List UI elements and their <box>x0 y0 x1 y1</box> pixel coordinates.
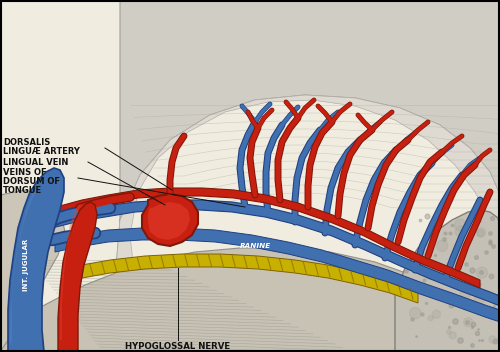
Polygon shape <box>55 228 500 322</box>
Circle shape <box>436 240 448 251</box>
Text: RANINE: RANINE <box>240 243 270 249</box>
Circle shape <box>455 259 460 263</box>
Polygon shape <box>0 180 500 352</box>
Text: LINGUÆ ARTERY: LINGUÆ ARTERY <box>3 147 80 156</box>
Circle shape <box>464 318 472 327</box>
Polygon shape <box>8 168 64 352</box>
Text: INT. JUGULAR: INT. JUGULAR <box>23 239 29 291</box>
Polygon shape <box>82 254 418 303</box>
Text: DORSUM OF: DORSUM OF <box>3 177 60 186</box>
Circle shape <box>450 296 456 302</box>
Polygon shape <box>115 95 500 310</box>
Polygon shape <box>0 190 65 352</box>
Polygon shape <box>42 200 500 306</box>
Circle shape <box>420 241 427 247</box>
Circle shape <box>454 219 466 231</box>
Circle shape <box>410 307 421 319</box>
Circle shape <box>477 289 484 296</box>
Text: DORSALIS: DORSALIS <box>3 138 50 147</box>
Circle shape <box>447 273 452 278</box>
Polygon shape <box>395 210 500 352</box>
Polygon shape <box>10 185 40 345</box>
Circle shape <box>468 300 473 304</box>
Circle shape <box>450 255 460 265</box>
Text: TONGUE: TONGUE <box>3 186 42 195</box>
Circle shape <box>455 226 466 237</box>
Circle shape <box>428 316 433 321</box>
Circle shape <box>423 256 429 262</box>
Polygon shape <box>148 202 190 240</box>
Circle shape <box>456 251 466 260</box>
Polygon shape <box>142 194 198 246</box>
Text: HYPOGLOSSAL NERVE: HYPOGLOSSAL NERVE <box>126 342 230 351</box>
Text: VEINS OF: VEINS OF <box>3 168 46 177</box>
Circle shape <box>446 330 451 334</box>
Circle shape <box>432 310 440 319</box>
Polygon shape <box>60 188 480 288</box>
Polygon shape <box>60 204 82 340</box>
Circle shape <box>476 267 488 278</box>
Polygon shape <box>58 202 97 352</box>
Circle shape <box>426 273 433 279</box>
Circle shape <box>449 332 456 339</box>
Circle shape <box>476 228 486 237</box>
Polygon shape <box>115 0 500 352</box>
Circle shape <box>474 295 484 304</box>
Circle shape <box>460 289 470 300</box>
Circle shape <box>489 336 496 343</box>
Text: LINGUAL VEIN: LINGUAL VEIN <box>3 158 68 167</box>
Circle shape <box>477 230 484 237</box>
